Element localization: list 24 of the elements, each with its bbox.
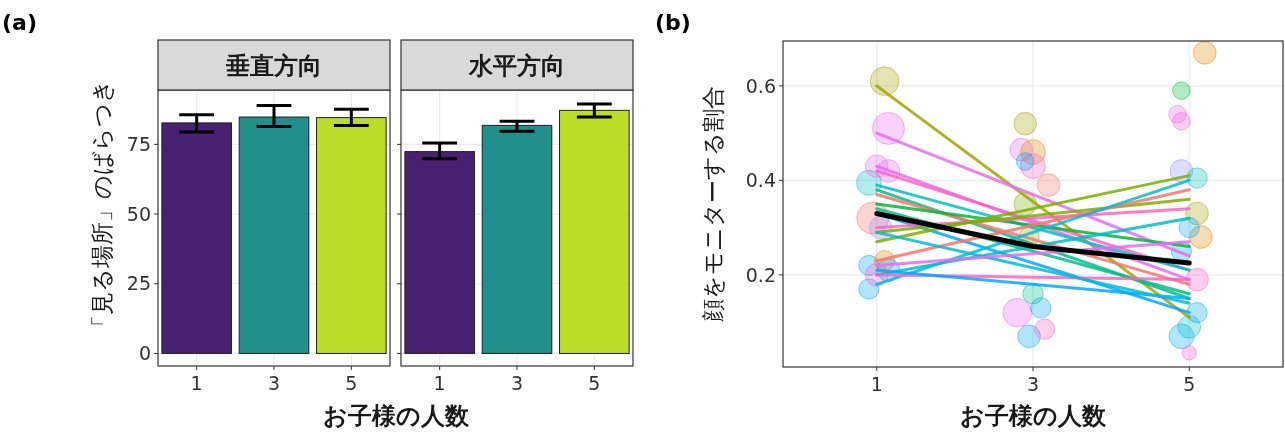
chart-title: 垂直方向: [225, 51, 322, 80]
x-tick-label: 1: [870, 373, 883, 395]
x-tick-label: 3: [267, 372, 281, 394]
y-tick-label: 50: [126, 202, 151, 225]
x-tick-label: 1: [433, 372, 446, 394]
chart-title: 水平方向: [468, 51, 565, 80]
x-tick-label: 5: [1183, 373, 1196, 395]
x-tick-label: 3: [510, 372, 524, 394]
x-tick-label: 5: [345, 372, 358, 394]
y-axis-title: 顔をモニターする割合: [700, 86, 726, 322]
y-tick-label: 0.6: [745, 74, 776, 97]
y-tick-label: 0: [138, 342, 151, 365]
y-tick-label: 75: [126, 133, 151, 156]
x-tick-label: 3: [1026, 373, 1040, 395]
y-tick-label: 0.4: [745, 169, 776, 192]
x-tick-label: 1: [190, 372, 203, 394]
x-tick-label: 5: [588, 372, 601, 394]
text: (b): [655, 10, 691, 35]
y-axis-title: 「見る場所」のばらつき: [89, 78, 115, 338]
y-tick-label: 25: [126, 272, 151, 295]
y-tick-label: 0.2: [745, 263, 776, 286]
x-axis-title: お子様の人数: [322, 402, 470, 430]
text: (a): [2, 10, 37, 35]
x-axis-title: お子様の人数: [960, 402, 1107, 430]
